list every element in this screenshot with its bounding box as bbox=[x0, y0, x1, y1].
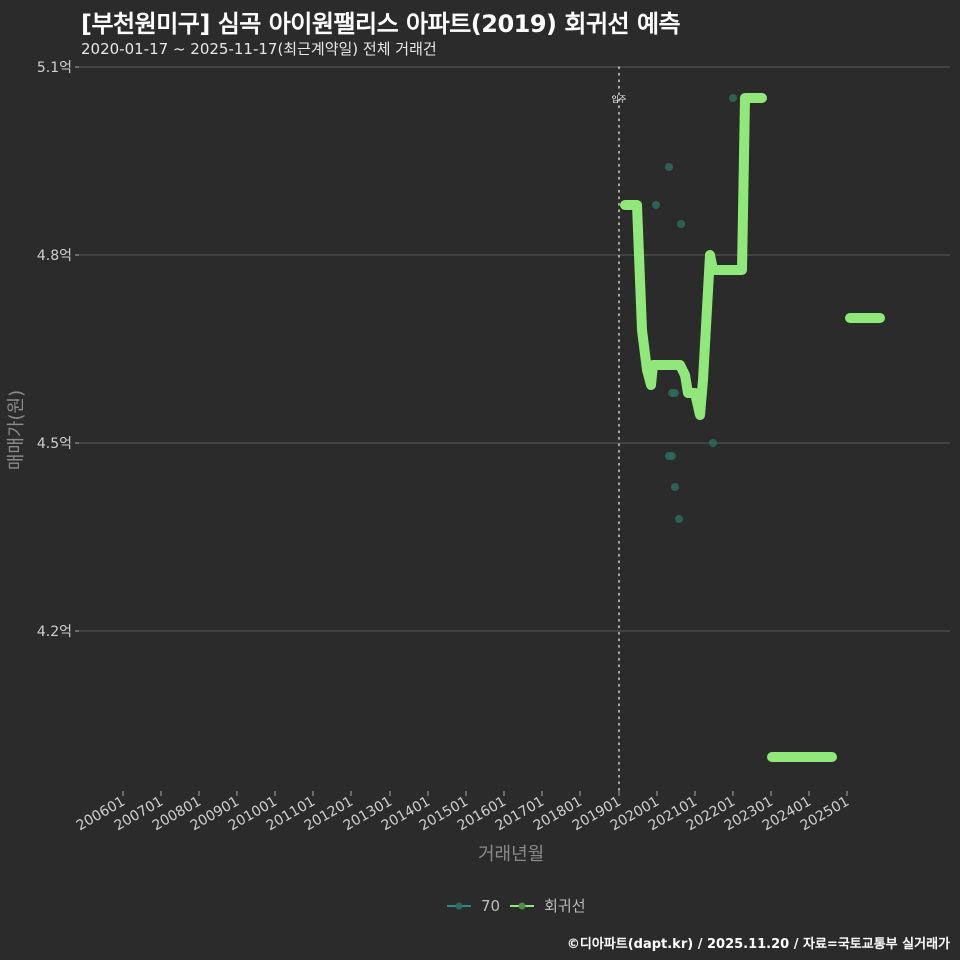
legend-key-70-icon bbox=[447, 902, 471, 909]
legend-item-70[interactable]: 70 bbox=[447, 897, 500, 915]
y-tick-label: 4.5억 bbox=[37, 436, 72, 452]
scatter-points-70 bbox=[652, 94, 737, 523]
chart-title: [부천원미구] 심곡 아이원팰리스 아파트(2019) 회귀선 예측 bbox=[81, 10, 681, 38]
regression-line bbox=[620, 93, 885, 762]
data-point[interactable] bbox=[677, 220, 685, 228]
data-point[interactable] bbox=[652, 201, 660, 209]
x-axis-title: 거래년월 bbox=[478, 844, 545, 865]
legend: 70 회귀선 bbox=[447, 895, 586, 916]
move-in-label: 입주 bbox=[612, 95, 627, 104]
legend-label-70: 70 bbox=[481, 896, 501, 915]
y-axis-title: 매매가(원) bbox=[6, 389, 27, 471]
legend-label-regression: 회귀선 bbox=[544, 897, 586, 915]
x-axis: 2006012007012008012009012010012011012012… bbox=[74, 791, 852, 834]
data-point[interactable] bbox=[665, 163, 673, 171]
gridlines bbox=[79, 66, 950, 632]
data-point[interactable] bbox=[671, 389, 679, 397]
move-in-annotation: 입주 bbox=[612, 66, 627, 792]
legend-item-regression[interactable]: 회귀선 bbox=[510, 895, 586, 916]
data-point[interactable] bbox=[671, 483, 679, 491]
data-point[interactable] bbox=[668, 452, 676, 460]
data-point[interactable] bbox=[709, 439, 717, 447]
source-footer: ©디아파트(dapt.kr) / 2025.11.20 / 자료=국토교통부 실… bbox=[566, 937, 950, 952]
data-point[interactable] bbox=[729, 94, 737, 102]
y-tick-label: 5.1억 bbox=[37, 60, 72, 76]
chart-subtitle: 2020-01-17 ~ 2025-11-17(최근계약일) 전체 거래건 bbox=[81, 40, 437, 58]
y-axis: 5.1억 4.8억 4.5억 4.2억 bbox=[37, 60, 79, 640]
regression-path bbox=[620, 93, 767, 420]
y-tick-label: 4.8억 bbox=[37, 248, 72, 264]
data-point[interactable] bbox=[675, 515, 683, 523]
y-tick-label: 4.2억 bbox=[37, 624, 72, 640]
legend-key-regression-icon bbox=[510, 902, 535, 909]
